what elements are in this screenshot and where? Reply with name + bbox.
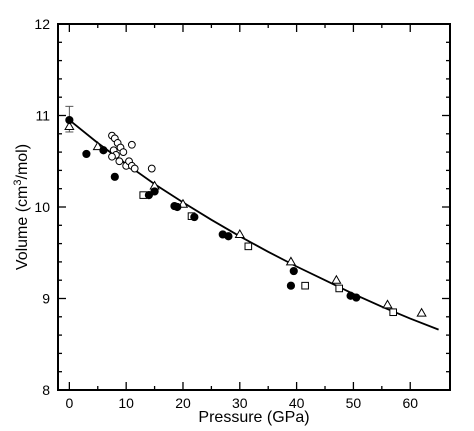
data-point-open-triangle [92,141,103,151]
y-tick-label: 11 [35,108,50,124]
data-point-open-triangle [382,299,393,309]
data-point-open-square [389,308,397,317]
data-point-filled-circle [150,187,159,196]
x-tick-label: 20 [175,395,191,411]
data-point-open-triangle [64,120,75,130]
data-point-filled-circle [99,146,108,155]
data-point-filled-circle [289,266,298,276]
x-tick-label: 40 [289,395,305,411]
data-point-open-triangle [285,256,297,266]
data-point-open-triangle [416,307,427,317]
axis-ticks [58,23,450,391]
data-point-open-triangle [331,274,342,284]
data-point-open-circle [127,140,136,149]
data-point-filled-circle [173,202,182,212]
tick-labels: 0 10 20 30 40 50 60 8 9 10 11 12 [34,16,418,411]
x-tick-label: 60 [402,395,418,411]
data-point-open-circle [130,164,139,173]
data-point-open-triangle [234,228,245,238]
x-tick-label: 0 [65,395,73,411]
x-axis-label: Pressure (GPa) [198,409,309,426]
data-point-open-circle [119,148,128,157]
data-point-filled-circle [224,232,233,241]
y-axis-label-main: Volume (cm [14,186,31,270]
data-point-open-square [335,284,344,293]
plot-frame [57,23,451,391]
data-point-filled-circle [65,115,74,125]
data-point-filled-circle [110,172,119,181]
data-point-open-circle [147,164,156,173]
x-tick-label: 30 [232,395,248,411]
x-tick-label: 10 [118,395,134,411]
y-tick-label: 8 [42,382,50,398]
x-tick-label: 50 [346,395,362,411]
data-points-layer [64,105,427,317]
y-axis-label: Volume (cm3/mol) [12,144,31,270]
data-point-filled-circle [82,149,91,159]
y-axis-label-superscript: 3 [12,179,24,185]
data-point-filled-circle [352,293,361,302]
y-tick-label: 9 [42,291,50,307]
y-tick-label: 10 [34,199,50,215]
data-point-open-square [244,242,253,251]
data-point-open-circle [115,157,124,166]
data-point-open-circle [108,152,116,161]
data-point-filled-circle [286,281,296,290]
data-point-filled-circle [144,191,153,200]
y-tick-label: 12 [34,16,50,32]
data-point-open-square [301,281,309,290]
y-axis-label-unit: /mol) [14,144,31,180]
data-point-filled-circle [190,212,199,222]
